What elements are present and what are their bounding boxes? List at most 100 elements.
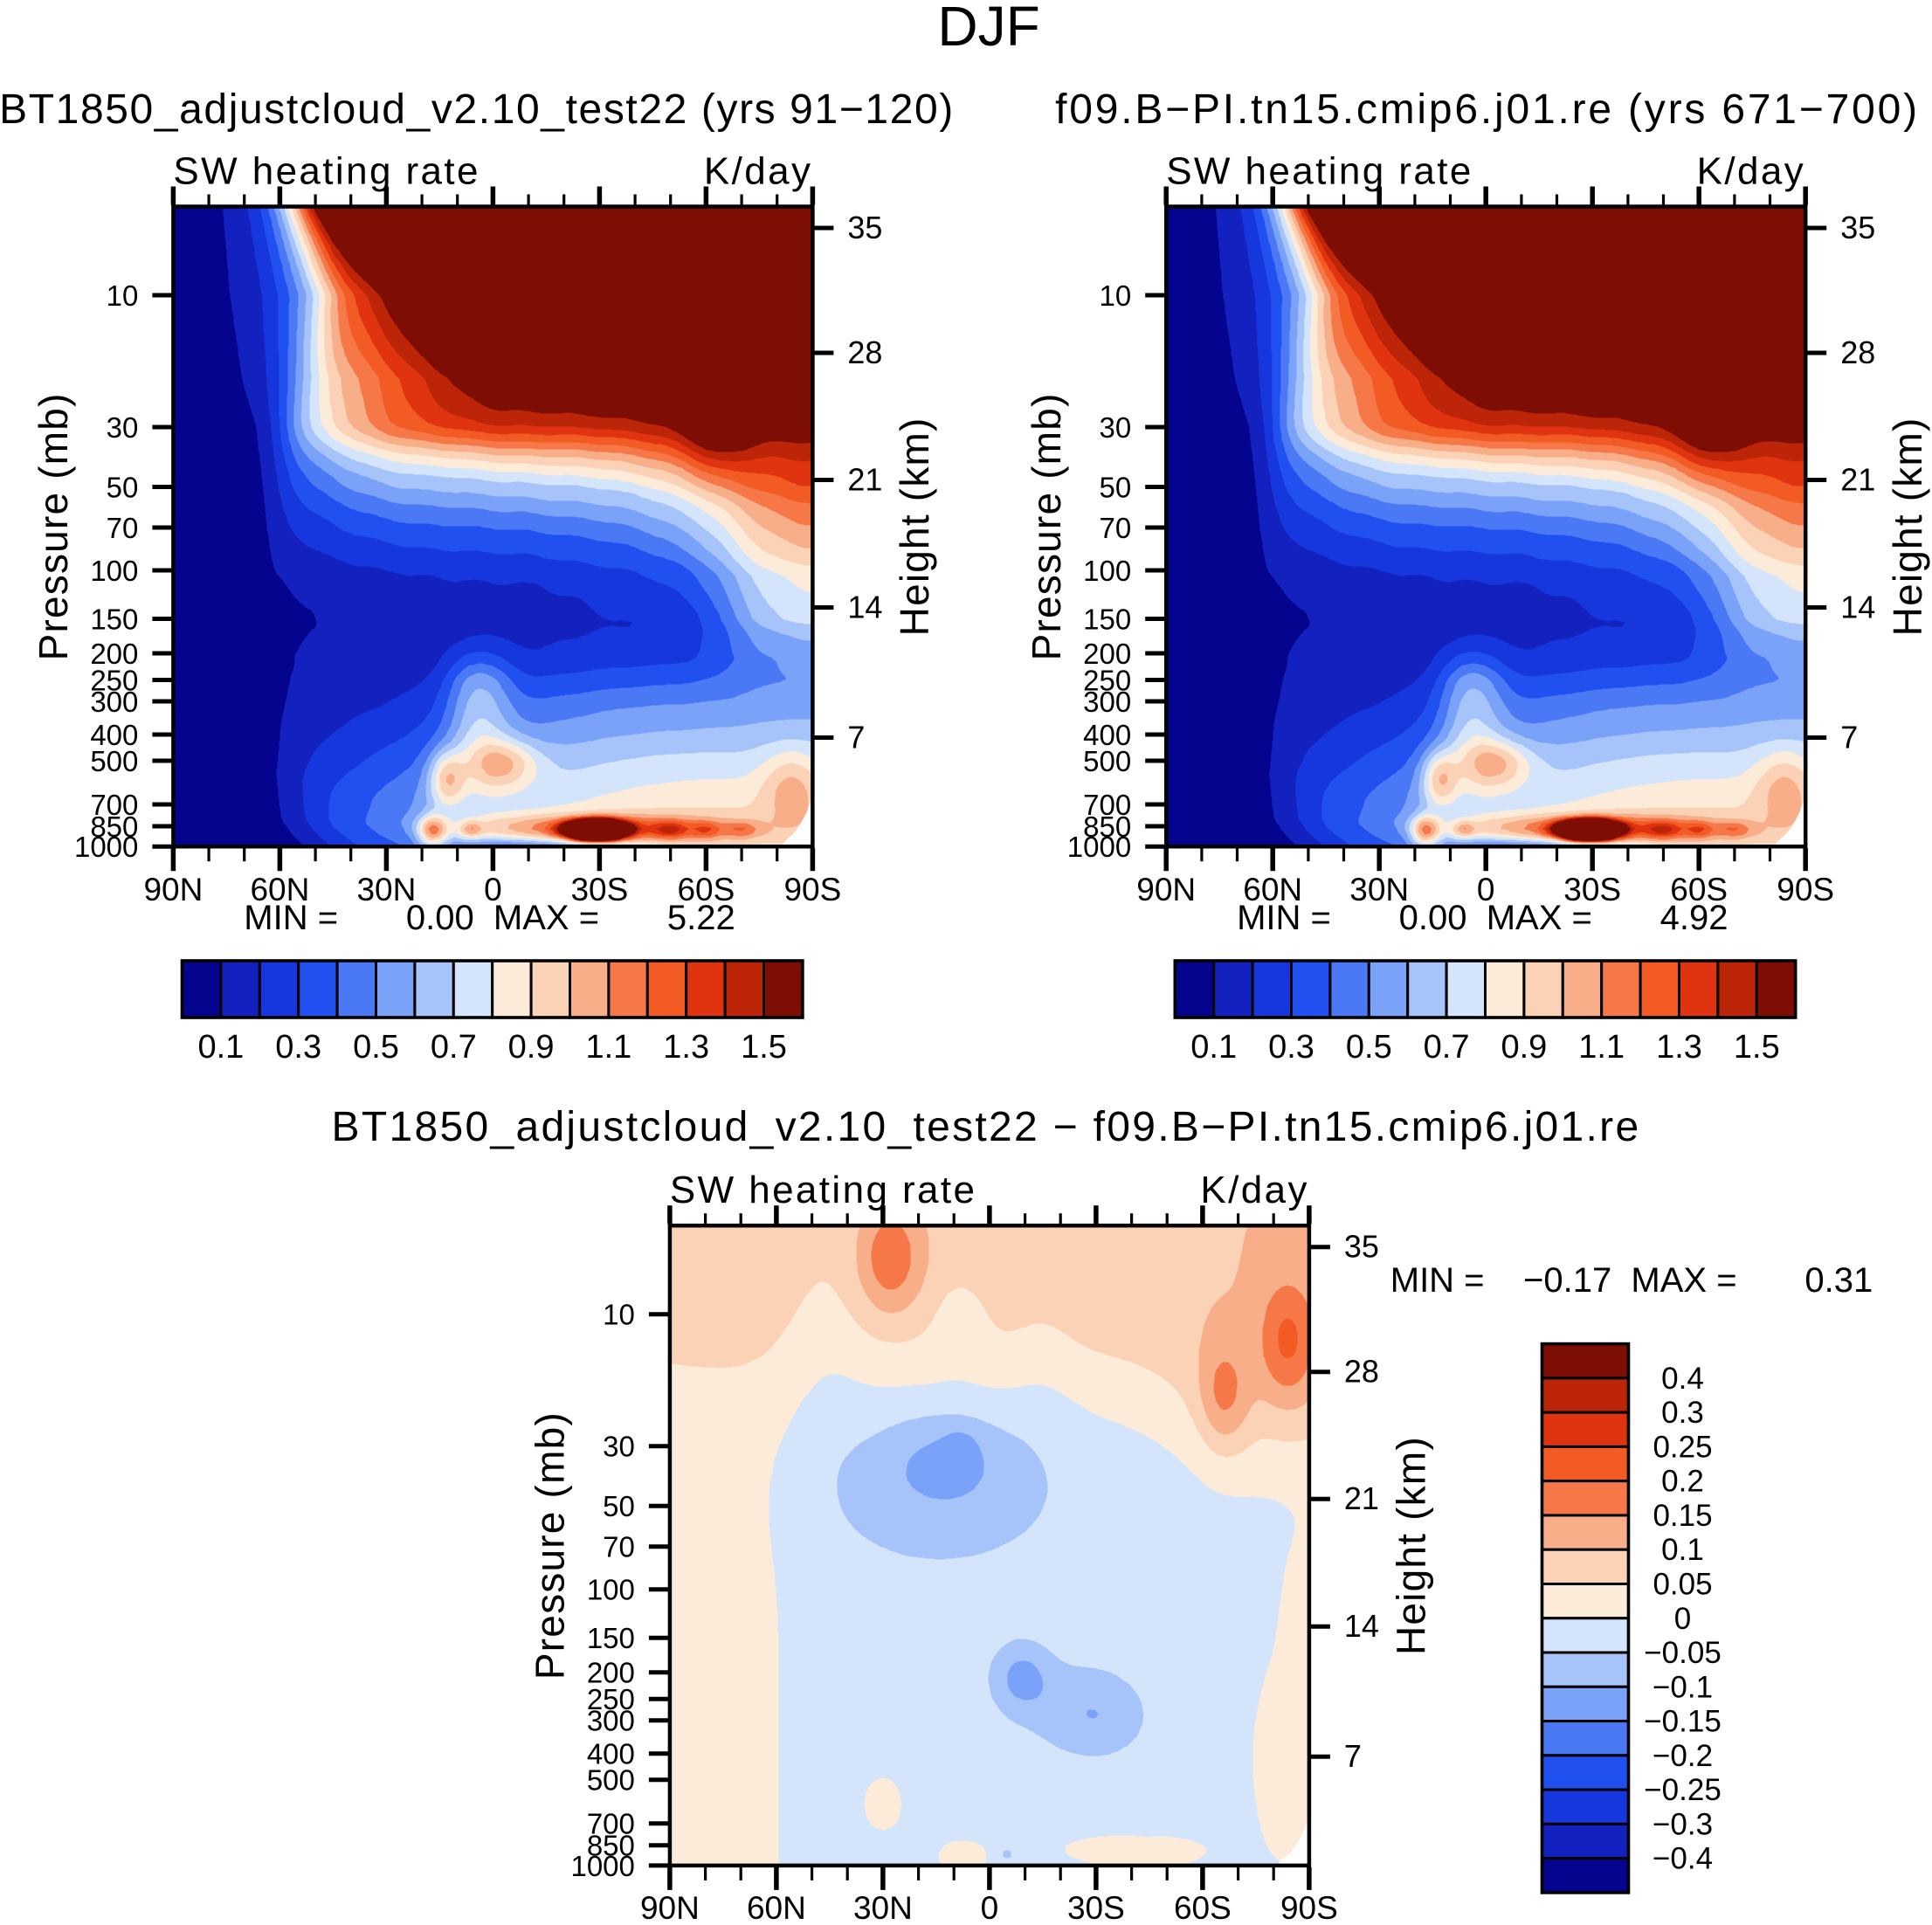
svg-text:30: 30 — [107, 411, 139, 444]
svg-text:700: 700 — [1083, 789, 1131, 821]
svg-text:0.9: 0.9 — [1501, 1029, 1547, 1066]
svg-text:35: 35 — [1840, 210, 1875, 245]
svg-text:250: 250 — [587, 1683, 635, 1715]
svg-text:1.5: 1.5 — [1734, 1029, 1780, 1066]
svg-text:1.1: 1.1 — [585, 1029, 631, 1066]
svg-text:60S: 60S — [1670, 872, 1728, 907]
svg-text:Pressure (mb): Pressure (mb) — [31, 392, 76, 660]
svg-text:150: 150 — [90, 604, 138, 636]
svg-text:Height (km): Height (km) — [1389, 1436, 1434, 1655]
svg-text:−0.1: −0.1 — [1653, 1670, 1713, 1704]
svg-text:300: 300 — [90, 686, 138, 718]
svg-text:0.3: 0.3 — [1268, 1029, 1314, 1066]
svg-text:30N: 30N — [1349, 872, 1409, 907]
svg-text:300: 300 — [1083, 686, 1131, 718]
svg-text:100: 100 — [587, 1574, 635, 1606]
svg-text:35: 35 — [1344, 1229, 1379, 1265]
svg-text:K/day: K/day — [704, 150, 813, 193]
svg-text:700: 700 — [90, 789, 138, 821]
svg-text:0.3: 0.3 — [1661, 1396, 1704, 1430]
svg-text:21: 21 — [1840, 462, 1875, 498]
svg-text:Pressure (mb): Pressure (mb) — [1024, 392, 1069, 660]
svg-text:100: 100 — [90, 555, 138, 587]
svg-text:50: 50 — [603, 1490, 635, 1522]
svg-text:60N: 60N — [747, 1890, 806, 1921]
svg-text:250: 250 — [1083, 665, 1131, 697]
svg-text:0.1: 0.1 — [1190, 1029, 1237, 1066]
svg-text:28: 28 — [1344, 1354, 1379, 1390]
svg-text:7: 7 — [1344, 1738, 1362, 1774]
svg-text:28: 28 — [847, 335, 882, 370]
svg-text:1000: 1000 — [570, 1850, 634, 1882]
svg-text:850: 850 — [587, 1830, 635, 1862]
svg-text:30S: 30S — [570, 872, 628, 907]
svg-text:150: 150 — [1083, 604, 1131, 636]
svg-text:BT1850_adjustcloud_v2.10_test2: BT1850_adjustcloud_v2.10_test22 − f09.B−… — [332, 1104, 1641, 1150]
svg-text:BT1850_adjustcloud_v2.10_test2: BT1850_adjustcloud_v2.10_test22 (yrs 91−… — [0, 86, 955, 133]
svg-text:90N: 90N — [640, 1890, 700, 1921]
svg-text:400: 400 — [90, 719, 138, 751]
svg-text:0.5: 0.5 — [353, 1029, 399, 1066]
svg-text:0.1: 0.1 — [1661, 1533, 1704, 1567]
svg-text:200: 200 — [90, 638, 138, 670]
svg-text:1000: 1000 — [74, 831, 138, 863]
svg-text:0: 0 — [1674, 1602, 1691, 1636]
svg-text:90S: 90S — [1280, 1890, 1338, 1921]
svg-text:0.1: 0.1 — [197, 1029, 244, 1066]
svg-text:30: 30 — [1099, 411, 1131, 444]
svg-text:0.25: 0.25 — [1653, 1430, 1712, 1464]
svg-text:1.3: 1.3 — [663, 1029, 709, 1066]
svg-text:500: 500 — [587, 1764, 635, 1797]
svg-text:14: 14 — [1344, 1608, 1379, 1644]
svg-text:1.1: 1.1 — [1578, 1029, 1625, 1066]
svg-text:60N: 60N — [250, 872, 309, 907]
svg-text:28: 28 — [1840, 335, 1875, 370]
svg-text:−0.25: −0.25 — [1644, 1773, 1722, 1807]
svg-text:10: 10 — [603, 1299, 635, 1331]
svg-text:500: 500 — [1083, 745, 1131, 777]
svg-text:1.3: 1.3 — [1656, 1029, 1702, 1066]
svg-text:SW heating rate: SW heating rate — [173, 150, 480, 193]
svg-text:250: 250 — [90, 665, 138, 697]
svg-text:DJF: DJF — [937, 0, 1039, 58]
svg-text:700: 700 — [587, 1808, 635, 1840]
svg-text:90S: 90S — [1777, 872, 1834, 907]
svg-text:60N: 60N — [1243, 872, 1302, 907]
svg-text:14: 14 — [847, 590, 882, 625]
svg-text:7: 7 — [847, 720, 865, 756]
svg-text:90S: 90S — [783, 872, 841, 907]
svg-text:0: 0 — [981, 1890, 999, 1921]
svg-text:500: 500 — [90, 745, 138, 777]
svg-text:K/day: K/day — [1697, 150, 1806, 193]
svg-text:30N: 30N — [356, 872, 416, 907]
svg-text:21: 21 — [1344, 1480, 1379, 1516]
svg-text:Pressure (mb): Pressure (mb) — [528, 1411, 573, 1680]
svg-text:Height (km): Height (km) — [892, 417, 937, 636]
svg-text:50: 50 — [107, 472, 139, 504]
svg-text:30S: 30S — [1563, 872, 1621, 907]
svg-text:30: 30 — [603, 1431, 635, 1463]
svg-text:−0.15: −0.15 — [1644, 1705, 1722, 1739]
svg-text:f09.B−PI.tn15.cmip6.j01.re (yr: f09.B−PI.tn15.cmip6.j01.re (yrs 671−700) — [1055, 86, 1920, 133]
svg-text:0.5: 0.5 — [1346, 1029, 1392, 1066]
svg-text:10: 10 — [107, 279, 139, 312]
svg-text:0: 0 — [1477, 872, 1495, 907]
svg-text:35: 35 — [847, 210, 882, 245]
svg-text:1000: 1000 — [1067, 831, 1131, 863]
svg-text:0: 0 — [484, 872, 502, 907]
svg-text:MIN = 0.00 MAX =: MIN = 0.00 MAX = 5.22 — [244, 899, 735, 937]
svg-text:Height (km): Height (km) — [1885, 417, 1930, 636]
svg-text:14: 14 — [1840, 590, 1875, 625]
svg-text:90N: 90N — [143, 872, 203, 907]
svg-text:70: 70 — [603, 1531, 635, 1563]
svg-text:0.7: 0.7 — [1424, 1029, 1470, 1066]
svg-text:200: 200 — [1083, 638, 1131, 670]
svg-text:MIN = 0.00 MAX =: MIN = 0.00 MAX = 4.92 — [1237, 899, 1728, 937]
svg-text:850: 850 — [90, 811, 138, 843]
svg-text:10: 10 — [1099, 279, 1131, 312]
svg-text:60S: 60S — [677, 872, 735, 907]
svg-text:300: 300 — [587, 1705, 635, 1737]
svg-text:SW heating rate: SW heating rate — [670, 1169, 977, 1211]
svg-text:200: 200 — [587, 1657, 635, 1689]
svg-text:30S: 30S — [1067, 1890, 1125, 1921]
